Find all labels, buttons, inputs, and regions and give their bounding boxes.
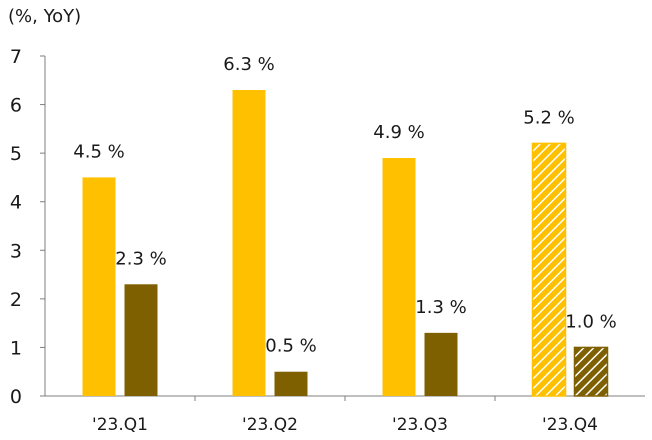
bar-series1-1 (232, 90, 266, 396)
category-label: '23.Q2 (242, 415, 298, 435)
data-label-series1-2: 4.9 % (373, 122, 424, 143)
y-tick-label: 0 (10, 386, 22, 408)
data-label-series1-0: 4.5 % (73, 141, 124, 162)
bar-series1-3 (531, 142, 567, 397)
y-tick-label: 2 (10, 289, 22, 311)
bar-series2-0 (124, 284, 158, 396)
data-label-series2-1: 0.5 % (265, 336, 316, 357)
bar-series2-2 (424, 332, 458, 396)
bar-series2-1 (274, 371, 308, 396)
y-tick-label: 5 (10, 143, 22, 165)
y-tick-label: 1 (10, 337, 22, 359)
y-tick-label: 7 (10, 46, 22, 68)
bar-series1-2 (382, 158, 416, 396)
category-labels: '23.Q1 '23.Q2 '23.Q3 '23.Q4 (92, 396, 598, 435)
data-label-series2-3: 1.0 % (565, 311, 616, 332)
data-labels: 4.5 % 2.3 % 6.3 % 0.5 % 4.9 % 1.3 % 5.2 % 1.0 % (73, 54, 616, 357)
bars (82, 90, 609, 397)
data-label-series2-0: 2.3 % (115, 248, 166, 269)
y-tick-label: 4 (10, 192, 22, 214)
data-label-series1-1: 6.3 % (223, 54, 274, 75)
category-label: '23.Q1 (92, 415, 148, 435)
category-label: '23.Q3 (392, 415, 448, 435)
bar-series1-0 (82, 177, 116, 396)
data-label-series2-2: 1.3 % (415, 297, 466, 318)
y-tick-label: 6 (10, 95, 22, 117)
category-label: '23.Q4 (542, 415, 598, 435)
y-tick-label: 3 (10, 240, 22, 262)
data-label-series1-3: 5.2 % (523, 107, 574, 128)
bar-series2-3 (573, 346, 609, 397)
unit-label: (%, YoY) (8, 6, 81, 27)
y-axis-ticks: 0 1 2 3 4 5 6 7 (10, 46, 45, 408)
